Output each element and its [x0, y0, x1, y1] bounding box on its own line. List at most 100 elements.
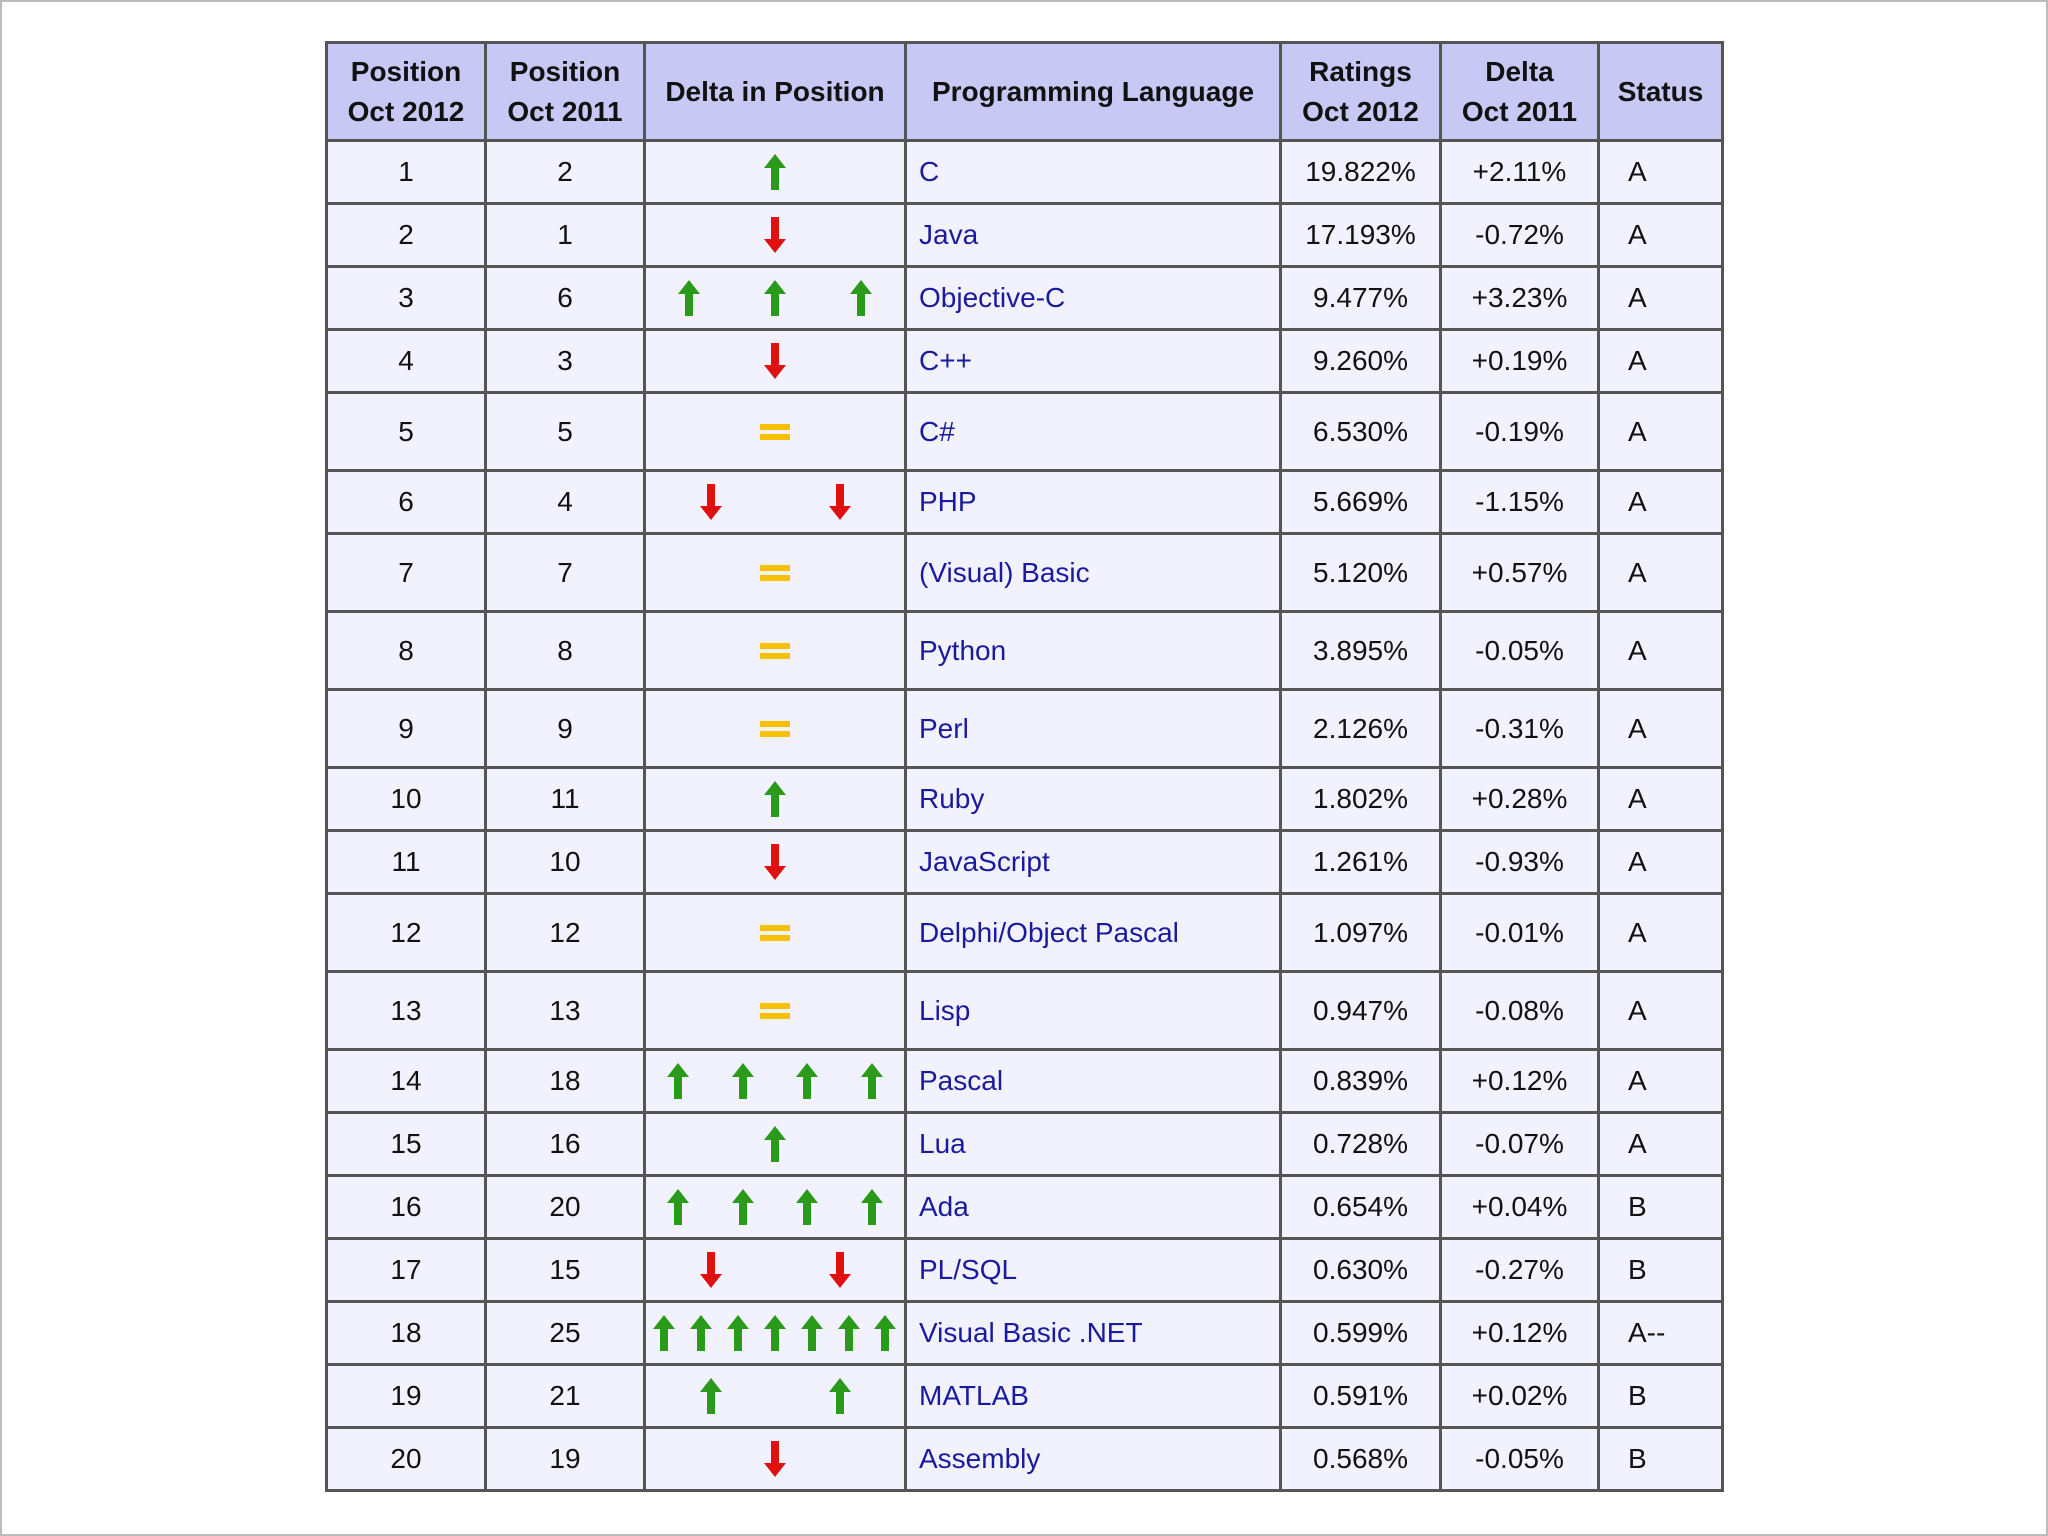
delta-2011: -0.05% — [1439, 1426, 1600, 1492]
header-line: Position — [350, 55, 462, 87]
position-2011: 19 — [484, 1426, 646, 1492]
status: B — [1597, 1174, 1724, 1240]
column-header: Programming Language — [904, 41, 1282, 142]
status: A — [1597, 688, 1724, 769]
down-arrow — [764, 844, 786, 880]
rating-2012: 19.822% — [1279, 139, 1442, 205]
rating-2012: 1.097% — [1279, 892, 1442, 973]
arrow-shape — [699, 484, 722, 520]
rating-2012: 2.126% — [1279, 688, 1442, 769]
language: C++ — [904, 328, 1282, 394]
rating-2012: 0.568% — [1279, 1426, 1442, 1492]
status: A — [1597, 139, 1724, 205]
position-2011: 8 — [484, 610, 646, 691]
equal-bar — [760, 574, 790, 581]
arrow-shape — [764, 343, 786, 379]
header-row: Position Oct 2012 Position Oct 2011 Delta in… — [325, 41, 1724, 142]
equal-bar — [760, 642, 790, 649]
status: B — [1597, 1363, 1724, 1429]
up-arrow — [764, 154, 786, 190]
arrow-shape — [667, 1063, 690, 1099]
position-2012: 6 — [325, 469, 487, 535]
table-row: 15 16 Lua 0.728% -0.07% A — [325, 1111, 1724, 1177]
delta-2011: +2.11% — [1439, 139, 1600, 205]
delta-icons — [648, 153, 903, 191]
position-2012: 2 — [325, 202, 487, 268]
delta-position — [643, 766, 907, 832]
column-header: Ratings Oct 2012 — [1279, 41, 1442, 142]
rating-2012: 0.728% — [1279, 1111, 1442, 1177]
status: A — [1597, 892, 1724, 973]
arrow-shape — [800, 1315, 823, 1351]
delta-icons — [648, 1062, 903, 1100]
arrow-shape — [860, 1063, 883, 1099]
arrow-shape — [699, 1378, 722, 1414]
up-arrow — [874, 1315, 897, 1351]
delta-2011: -0.72% — [1439, 202, 1600, 268]
arrow-shape — [796, 1063, 819, 1099]
delta-position — [643, 1237, 907, 1303]
delta-position — [643, 970, 907, 1051]
equal-bar — [760, 423, 790, 430]
status: A — [1597, 1048, 1724, 1114]
delta-position — [643, 139, 907, 205]
delta-position — [643, 391, 907, 472]
delta-position — [643, 532, 907, 613]
table-row: 7 7 (Visual) Basic 5.120% +0.57% A — [325, 532, 1724, 613]
position-2011: 25 — [484, 1300, 646, 1366]
up-arrow — [860, 1189, 883, 1225]
position-2012: 10 — [325, 766, 487, 832]
delta-2011: +0.02% — [1439, 1363, 1600, 1429]
position-2012: 16 — [325, 1174, 487, 1240]
position-2011: 3 — [484, 328, 646, 394]
down-arrow — [764, 217, 786, 253]
rating-2012: 5.669% — [1279, 469, 1442, 535]
up-arrow — [764, 1126, 786, 1162]
position-2012: 9 — [325, 688, 487, 769]
header-line: Ratings — [1309, 55, 1412, 87]
status: A — [1597, 610, 1724, 691]
delta-icons — [648, 1314, 903, 1352]
rating-2012: 17.193% — [1279, 202, 1442, 268]
language: Perl — [904, 688, 1282, 769]
delta-icons — [648, 1377, 903, 1415]
equal-bar — [760, 652, 790, 659]
position-2012: 17 — [325, 1237, 487, 1303]
delta-icons — [648, 1001, 903, 1021]
delta-2011: -0.07% — [1439, 1111, 1600, 1177]
position-2011: 18 — [484, 1048, 646, 1114]
delta-icons — [648, 780, 903, 818]
rating-2012: 5.120% — [1279, 532, 1442, 613]
status: A — [1597, 328, 1724, 394]
arrow-shape — [731, 1063, 754, 1099]
table-row: 9 9 Perl 2.126% -0.31% A — [325, 688, 1724, 769]
arrow-shape — [727, 1315, 750, 1351]
language: MATLAB — [904, 1363, 1282, 1429]
status: A — [1597, 202, 1724, 268]
down-arrow — [764, 343, 786, 379]
arrow-shape — [796, 1189, 819, 1225]
table-row: 4 3 C++ 9.260% +0.19% A — [325, 328, 1724, 394]
table-row: 17 15 PL/SQL 0.630% -0.27% B — [325, 1237, 1724, 1303]
up-arrow — [860, 1063, 883, 1099]
delta-2011: -0.01% — [1439, 892, 1600, 973]
rating-2012: 0.630% — [1279, 1237, 1442, 1303]
delta-2011: -0.08% — [1439, 970, 1600, 1051]
up-arrow — [667, 1189, 690, 1225]
position-2011: 13 — [484, 970, 646, 1051]
language: Visual Basic .NET — [904, 1300, 1282, 1366]
equal-sign — [760, 720, 790, 737]
equal-sign — [760, 1002, 790, 1019]
ranking-table: Position Oct 2012 Position Oct 2011 Delta in… — [325, 41, 1724, 1492]
delta-position — [643, 202, 907, 268]
down-arrow — [764, 1441, 786, 1477]
up-arrow — [796, 1189, 819, 1225]
position-2011: 2 — [484, 139, 646, 205]
position-2012: 18 — [325, 1300, 487, 1366]
delta-2011: +0.12% — [1439, 1048, 1600, 1114]
rating-2012: 1.261% — [1279, 829, 1442, 895]
table-row: 18 25 Visual Basic .NET 0.599% +0.12% A-- — [325, 1300, 1724, 1366]
status: A — [1597, 391, 1724, 472]
